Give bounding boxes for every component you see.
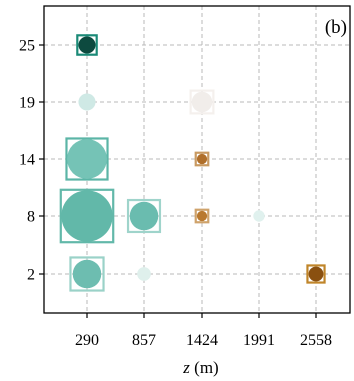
marker-circle — [61, 190, 113, 242]
y-tick-label: 8 — [27, 209, 35, 226]
data-point — [194, 208, 210, 224]
marker-square — [76, 34, 98, 56]
x-axis-unit: (m) — [190, 358, 219, 377]
x-tick-label: 857 — [132, 332, 156, 349]
marker-square — [69, 256, 105, 292]
marker-square — [194, 208, 210, 224]
marker-square — [306, 264, 326, 284]
data-markers — [59, 34, 326, 292]
axis-ticks: 290 857 1424 1991 2558 2 8 14 19 25 — [19, 38, 332, 350]
marker-circle — [196, 153, 208, 165]
data-point — [59, 188, 115, 244]
data-point — [76, 34, 98, 56]
x-axis-variable: z — [182, 358, 190, 377]
data-point — [253, 210, 265, 222]
panel-label: (b) — [325, 17, 347, 38]
x-axis-label: z (m) — [182, 358, 218, 377]
marker-circle — [129, 201, 159, 231]
x-tick-label: 2558 — [300, 332, 332, 349]
data-point — [189, 89, 215, 115]
marker-circle — [253, 210, 265, 222]
y-tick-label: 25 — [19, 38, 35, 55]
marker-circle — [137, 267, 151, 281]
marker-circle — [191, 91, 213, 113]
data-point — [137, 267, 151, 281]
marker-circle — [78, 93, 96, 111]
y-tick-label: 19 — [19, 95, 35, 112]
y-tick-label: 14 — [19, 152, 35, 169]
marker-circle — [67, 139, 107, 179]
marker-circle — [72, 259, 102, 289]
data-point — [194, 151, 210, 167]
marker-circle — [196, 210, 208, 222]
marker-circle — [308, 266, 324, 282]
marker-square — [126, 198, 162, 234]
x-tick-label: 1424 — [186, 332, 218, 349]
data-point — [306, 264, 326, 284]
marker-square — [59, 188, 115, 244]
data-point — [65, 137, 109, 181]
marker-square — [65, 137, 109, 181]
data-point — [126, 198, 162, 234]
marker-circle — [78, 36, 96, 54]
marker-square — [194, 151, 210, 167]
data-point — [69, 256, 105, 292]
x-tick-label: 1991 — [243, 332, 275, 349]
x-tick-label: 290 — [75, 332, 99, 349]
data-point — [78, 93, 96, 111]
marker-square — [189, 89, 215, 115]
y-tick-label: 2 — [27, 267, 35, 284]
